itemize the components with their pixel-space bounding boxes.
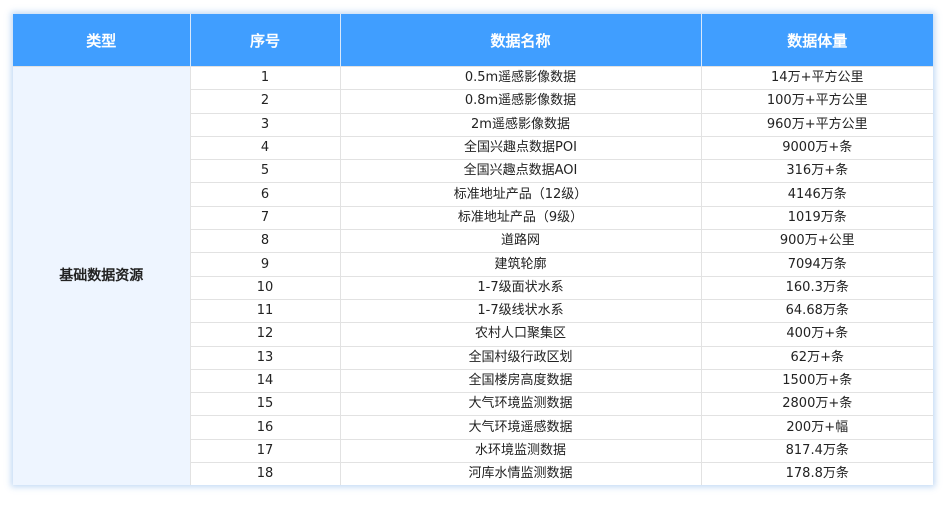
table-header-row: 类型 序号 数据名称 数据体量	[13, 14, 933, 67]
data-volume-cell: 817.4万条	[700, 438, 933, 464]
data-volume-cell: 160.3万条	[700, 275, 933, 300]
data-volume-cell: 200万+幅	[700, 415, 933, 440]
data-volume-cell: 2800万+条	[700, 392, 933, 417]
number-cell: 14	[189, 368, 341, 394]
data-name-cell: 标准地址产品（12级）	[339, 182, 702, 207]
table-row: 12 农村人口聚集区 400万+条	[13, 322, 933, 347]
table-row: 18 河库水情监测数据 178.8万条	[13, 462, 933, 486]
data-name-cell: 0.8m遥感影像数据	[339, 89, 702, 114]
table-row: 16 大气环境遥感数据 200万+幅	[13, 415, 933, 440]
number-cell: 9	[189, 252, 341, 277]
data-name-cell: 道路网	[339, 229, 702, 254]
data-name-cell: 1-7级线状水系	[339, 298, 702, 324]
data-volume-cell: 62万+条	[700, 345, 933, 370]
table-row: 17 水环境监测数据 817.4万条	[13, 438, 933, 464]
data-name-cell: 大气环境遥感数据	[339, 415, 702, 440]
data-resource-table-container: 类型 序号 数据名称 数据体量 基础数据资源 1 0.5m遥感影像数据 14万+平方公…	[13, 14, 933, 486]
data-volume-cell: 1500万+条	[700, 368, 933, 394]
number-cell: 11	[189, 298, 341, 324]
data-name-cell: 水环境监测数据	[339, 438, 702, 464]
data-volume-cell: 64.68万条	[700, 298, 933, 324]
header-type: 类型	[13, 14, 191, 67]
data-name-cell: 全国村级行政区划	[339, 345, 702, 370]
number-cell: 6	[189, 182, 341, 207]
data-name-cell: 大气环境监测数据	[339, 392, 702, 417]
number-cell: 18	[189, 462, 341, 486]
data-volume-cell: 400万+条	[700, 322, 933, 347]
header-data-volume: 数据体量	[701, 14, 933, 67]
table-row: 6 标准地址产品（12级） 4146万条	[13, 182, 933, 207]
data-volume-cell: 1019万条	[700, 205, 933, 231]
number-cell: 17	[189, 438, 341, 464]
number-cell: 8	[189, 229, 341, 254]
number-cell: 2	[189, 89, 341, 114]
table-row: 8 道路网 900万+公里	[13, 229, 933, 254]
number-cell: 3	[189, 112, 341, 137]
table-row: 4 全国兴趣点数据POI 9000万+条	[13, 135, 933, 161]
data-name-cell: 2m遥感影像数据	[339, 112, 702, 137]
data-volume-cell: 178.8万条	[700, 462, 933, 486]
number-cell: 4	[189, 135, 341, 161]
table-row: 9 建筑轮廓 7094万条	[13, 252, 933, 277]
data-name-cell: 0.5m遥感影像数据	[339, 65, 702, 91]
number-cell: 15	[189, 392, 341, 417]
data-resource-table: 类型 序号 数据名称 数据体量 基础数据资源 1 0.5m遥感影像数据 14万+平方公…	[13, 14, 933, 486]
header-data-name: 数据名称	[340, 14, 702, 67]
data-volume-cell: 7094万条	[700, 252, 933, 277]
data-volume-cell: 4146万条	[700, 182, 933, 207]
data-name-cell: 建筑轮廓	[339, 252, 702, 277]
data-volume-cell: 960万+平方公里	[700, 112, 933, 137]
data-name-cell: 全国兴趣点数据POI	[339, 135, 702, 161]
data-name-cell: 1-7级面状水系	[339, 275, 702, 300]
number-cell: 5	[189, 159, 341, 184]
table-row: 基础数据资源 1 0.5m遥感影像数据 14万+平方公里	[13, 65, 933, 486]
data-name-cell: 全国兴趣点数据AOI	[339, 159, 702, 184]
number-cell: 7	[189, 205, 341, 231]
data-name-cell: 河库水情监测数据	[339, 462, 702, 486]
data-volume-cell: 316万+条	[700, 159, 933, 184]
data-volume-cell: 900万+公里	[700, 229, 933, 254]
number-cell: 16	[189, 415, 341, 440]
number-cell: 10	[189, 275, 341, 300]
type-cell: 基础数据资源	[13, 66, 191, 486]
table-row: 11 1-7级线状水系 64.68万条	[13, 298, 933, 324]
header-number: 序号	[190, 14, 341, 67]
data-name-cell: 全国楼房高度数据	[339, 368, 702, 394]
number-cell: 12	[189, 322, 341, 347]
data-name-cell: 农村人口聚集区	[339, 322, 702, 347]
table-row: 14 全国楼房高度数据 1500万+条	[13, 368, 933, 394]
data-volume-cell: 9000万+条	[700, 135, 933, 161]
number-cell: 13	[189, 345, 341, 370]
data-volume-cell: 100万+平方公里	[700, 89, 933, 114]
data-volume-cell: 14万+平方公里	[700, 65, 933, 91]
table-row: 13 全国村级行政区划 62万+条	[13, 345, 933, 370]
number-cell: 1	[189, 65, 341, 91]
table-row: 7 标准地址产品（9级） 1019万条	[13, 205, 933, 231]
data-name-cell: 标准地址产品（9级）	[339, 205, 702, 231]
